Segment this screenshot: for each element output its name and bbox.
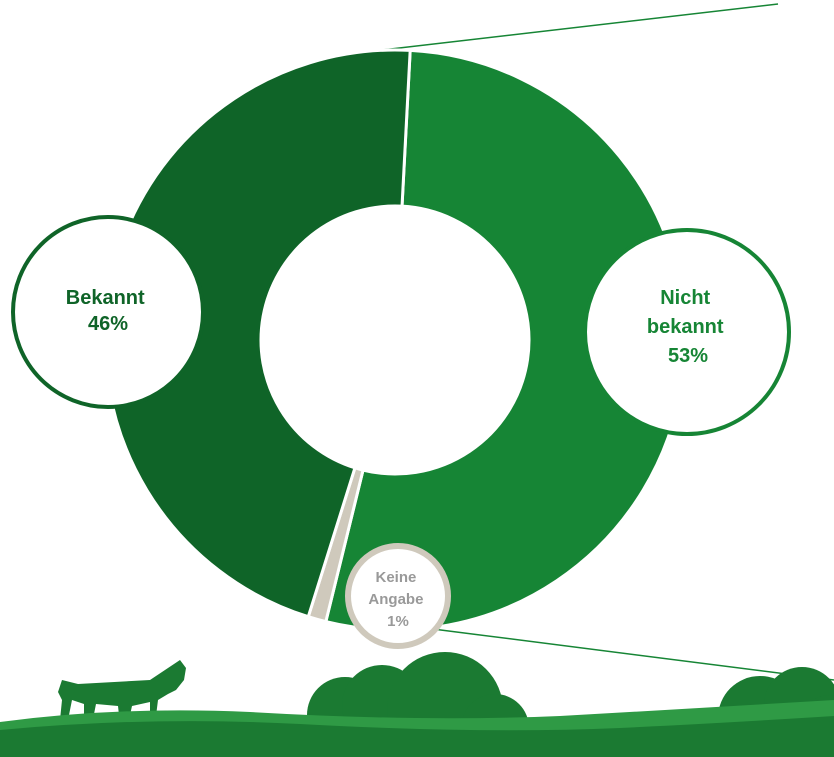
- callout-line-top: [381, 3, 779, 51]
- cow-icon: [58, 660, 186, 724]
- label-bekannt: Bekannt 46%: [66, 287, 150, 335]
- landscape-decoration: [0, 652, 834, 757]
- label-bubble-bekannt: [11, 215, 205, 409]
- label-nicht-bekannt: Nicht bekannt 53%: [647, 287, 729, 367]
- donut-hole: [260, 205, 530, 475]
- donut-slices: [103, 48, 687, 632]
- callout-line-bottom: [424, 627, 834, 681]
- label-keine-angabe: Keine Angabe 1%: [368, 569, 427, 630]
- ground-front: [0, 716, 834, 757]
- label-bubble-nicht-bekannt: [583, 228, 791, 436]
- label-bubble-keine-angabe: [345, 543, 451, 649]
